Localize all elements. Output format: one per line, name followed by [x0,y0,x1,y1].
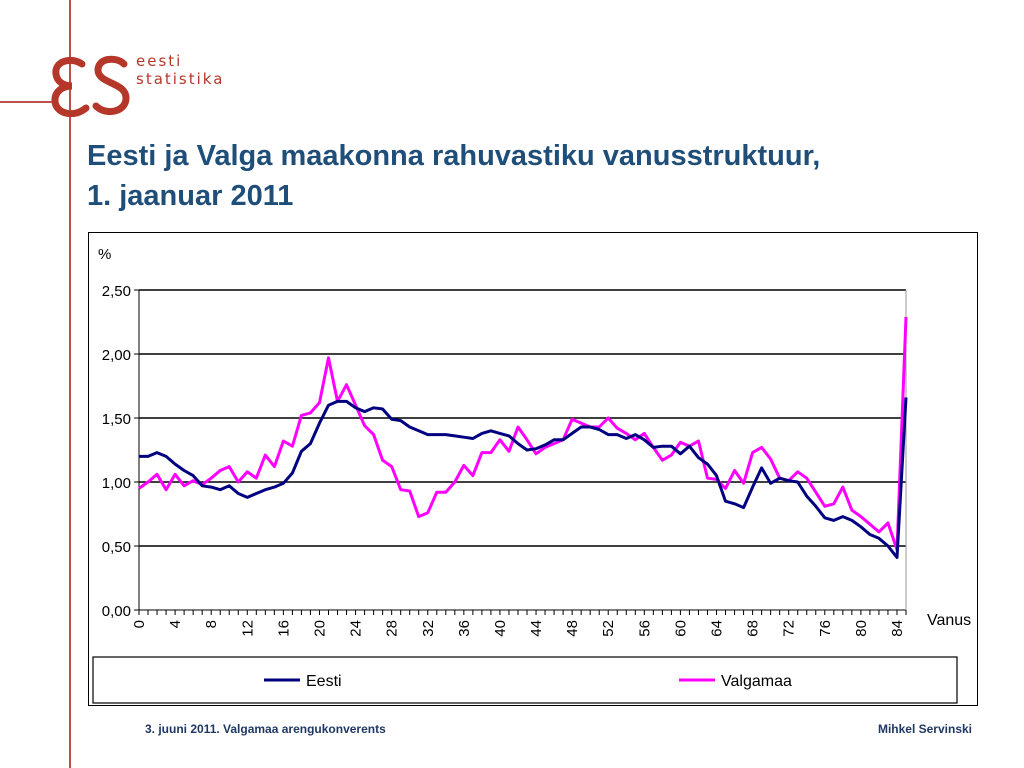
x-tick-label: 76 [817,620,834,637]
x-tick-label: 52 [600,620,617,637]
y-tick-label: 0,50 [102,539,131,556]
x-tick-label: 64 [709,620,726,637]
x-tick-label: 84 [889,620,906,637]
x-tick-label: 32 [420,620,437,637]
x-axis-label: Vanus [927,612,971,629]
logo-line1: eesti [136,52,183,70]
x-tick-label: 56 [636,620,653,637]
x-tick-label: 36 [456,620,473,637]
x-tick-label: 20 [311,620,328,637]
x-tick-label: 4 [167,620,184,628]
footer-right: Mihkel Servinski [877,722,972,736]
line-chart: 0,000,501,001,502,002,500 4 8 12 16 20 24 28 32 3… [92,246,971,704]
y-tick-label: 0,00 [102,603,131,620]
x-tick-label: 16 [275,620,292,637]
decorative-vertical-line [69,0,71,768]
chart-frame: 0,00 0,50 1,00 1,50 2,00 2,50 0 4 8 12 16 20 24 28 32 3… [88,232,978,706]
series-line-valgamaa [138,316,908,552]
legend-label-valgamaa: Valgamaa [721,673,792,690]
x-tick-label: 0 [131,620,148,628]
x-tick-label: 80 [853,620,870,637]
x-tick-label: 68 [745,620,762,637]
title-line2: 1. jaanuar 2011 [87,180,294,212]
x-tick-label: 60 [672,620,689,637]
y-tick-label: 1,50 [102,411,131,428]
y-tick-label: 2,00 [102,347,131,364]
x-tick-label: 12 [239,620,256,637]
x-tick-label: 28 [384,620,401,637]
x-tick-label: 8 [203,620,220,628]
x-tick-label: 48 [564,620,581,637]
logo-line2: statistika [136,70,225,88]
eesti-statistika-logo-icon [51,55,130,118]
legend-box [92,656,958,704]
y-tick-label: 1,00 [102,475,131,492]
x-tick-label: 44 [528,620,545,637]
decorative-horizontal-line [0,101,52,103]
legend-label-eesti: Eesti [306,673,342,690]
page-title: Eesti ja Valga maakonna rahuvastiku vanu… [87,136,987,216]
series-line-eesti [139,397,908,559]
x-tick-label: 40 [492,620,509,637]
x-tick-label: 24 [348,620,365,637]
y-tick-label: 2,50 [102,283,131,300]
y-axis-label: % [98,246,111,263]
logo-wordmark: eesti statistika [136,52,224,88]
footer-left: 3. juuni 2011. Valgamaa arengukonverents [145,722,386,736]
x-tick-label: 72 [781,620,798,637]
title-line1: Eesti ja Valga maakonna rahuvastiku vanu… [87,140,821,172]
